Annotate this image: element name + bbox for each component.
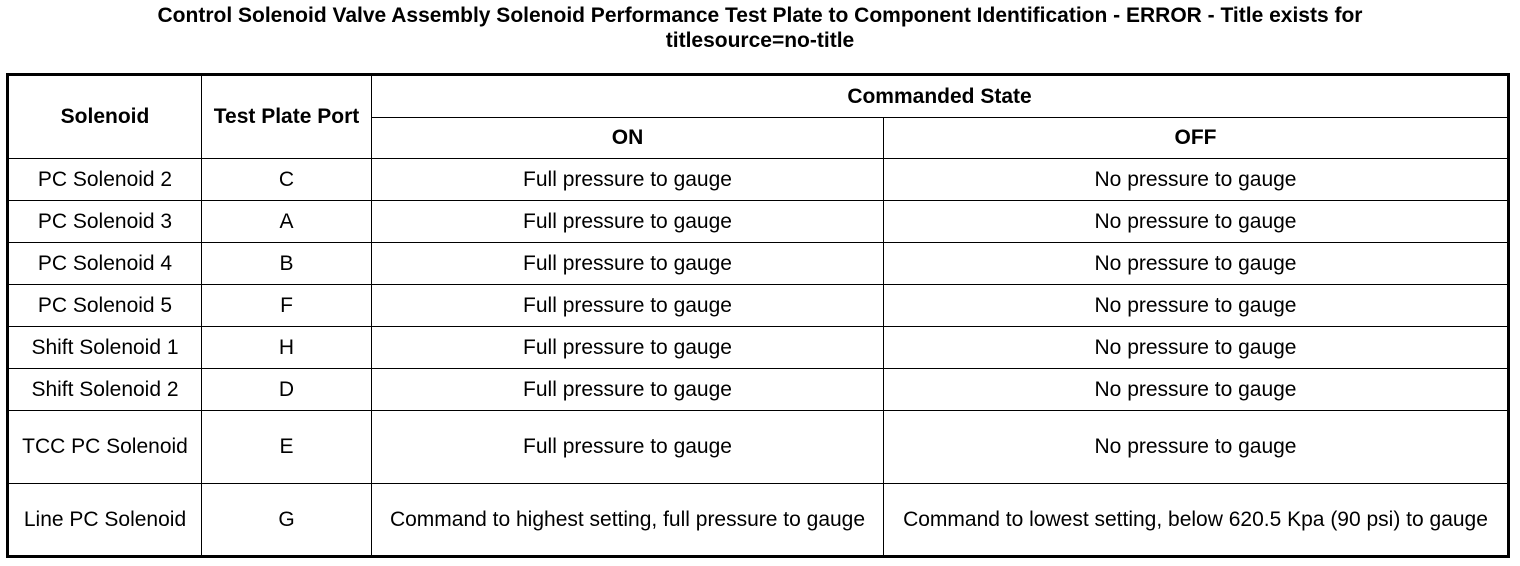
column-header-commanded-state: Commanded State <box>371 74 1509 118</box>
table-row: Shift Solenoid 1 H Full pressure to gaug… <box>7 326 1509 369</box>
cell-port: C <box>201 158 372 201</box>
table-header-row: Solenoid Test Plate Port Commanded State <box>7 74 1509 159</box>
cell-on: Full pressure to gauge <box>371 242 884 285</box>
cell-on: Full pressure to gauge <box>371 368 884 411</box>
cell-off: No pressure to gauge <box>883 326 1509 369</box>
cell-off: Command to lowest setting, below 620.5 K… <box>883 483 1509 557</box>
document-title: Control Solenoid Valve Assembly Solenoid… <box>0 3 1520 53</box>
cell-solenoid: Shift Solenoid 1 <box>7 326 202 369</box>
cell-solenoid: Shift Solenoid 2 <box>7 368 202 411</box>
cell-solenoid: TCC PC Solenoid <box>7 410 202 484</box>
cell-off: No pressure to gauge <box>883 158 1509 201</box>
cell-solenoid: PC Solenoid 5 <box>7 284 202 327</box>
table-row: Shift Solenoid 2 D Full pressure to gaug… <box>7 368 1509 411</box>
cell-port: A <box>201 200 372 243</box>
column-header-solenoid: Solenoid <box>7 74 202 159</box>
table-row: Line PC Solenoid G Command to highest se… <box>7 483 1509 557</box>
cell-solenoid: PC Solenoid 4 <box>7 242 202 285</box>
cell-on: Full pressure to gauge <box>371 410 884 484</box>
cell-port: B <box>201 242 372 285</box>
cell-port: H <box>201 326 372 369</box>
cell-on: Full pressure to gauge <box>371 326 884 369</box>
column-header-test-plate-port: Test Plate Port <box>201 74 372 159</box>
column-header-on: ON <box>371 117 884 159</box>
column-header-off: OFF <box>883 117 1509 159</box>
table-row: PC Solenoid 5 F Full pressure to gauge N… <box>7 284 1509 327</box>
cell-solenoid: PC Solenoid 2 <box>7 158 202 201</box>
cell-off: No pressure to gauge <box>883 368 1509 411</box>
cell-off: No pressure to gauge <box>883 200 1509 243</box>
cell-on: Command to highest setting, full pressur… <box>371 483 884 557</box>
cell-solenoid: Line PC Solenoid <box>7 483 202 557</box>
table-row: PC Solenoid 4 B Full pressure to gauge N… <box>7 242 1509 285</box>
cell-on: Full pressure to gauge <box>371 284 884 327</box>
document-title-line-2: titlesource=no-title <box>665 29 855 52</box>
cell-on: Full pressure to gauge <box>371 158 884 201</box>
document-title-line-1: Control Solenoid Valve Assembly Solenoid… <box>157 4 1363 27</box>
cell-port: F <box>201 284 372 327</box>
cell-off: No pressure to gauge <box>883 284 1509 327</box>
cell-port: D <box>201 368 372 411</box>
cell-solenoid: PC Solenoid 3 <box>7 200 202 243</box>
cell-on: Full pressure to gauge <box>371 200 884 243</box>
table-row: PC Solenoid 3 A Full pressure to gauge N… <box>7 200 1509 243</box>
solenoid-performance-table: Solenoid Test Plate Port Commanded State… <box>6 73 1510 558</box>
cell-off: No pressure to gauge <box>883 242 1509 285</box>
cell-port: G <box>201 483 372 557</box>
table-row: PC Solenoid 2 C Full pressure to gauge N… <box>7 158 1509 201</box>
table-subheader-row: ON OFF <box>8 117 1509 159</box>
cell-off: No pressure to gauge <box>883 410 1509 484</box>
table-row: TCC PC Solenoid E Full pressure to gauge… <box>7 410 1509 484</box>
cell-port: E <box>201 410 372 484</box>
